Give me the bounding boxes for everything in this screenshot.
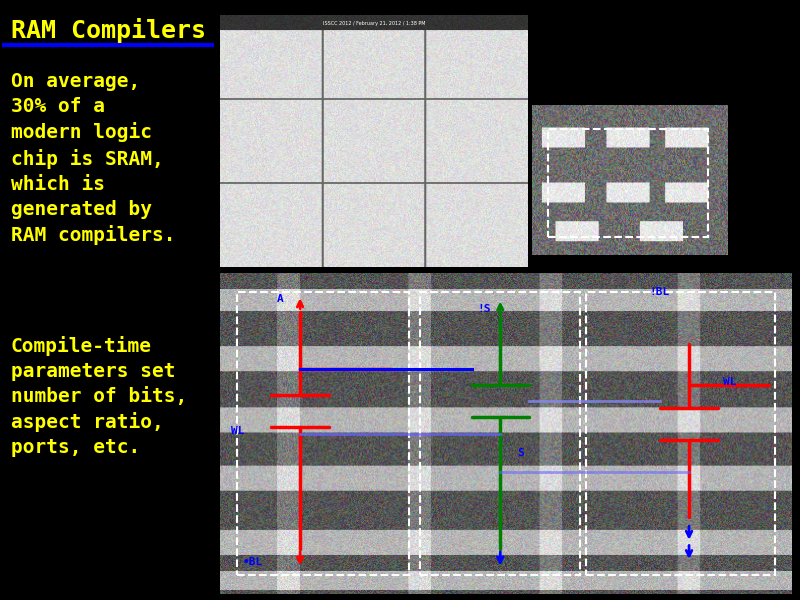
Bar — [420, 292, 580, 575]
Text: A: A — [278, 294, 284, 304]
Bar — [237, 292, 409, 575]
Text: WL: WL — [723, 377, 737, 388]
Text: ISSCC 2012 / February 21, 2012 / 1:38 PM: ISSCC 2012 / February 21, 2012 / 1:38 PM — [322, 22, 426, 26]
Text: HDC: HDC — [749, 161, 776, 171]
Text: !S: !S — [478, 304, 491, 314]
Bar — [548, 129, 709, 237]
Text: •BL: •BL — [243, 557, 263, 567]
Text: On average,
30% of a
modern logic
chip is SRAM,
which is
generated by
RAM compil: On average, 30% of a modern logic chip i… — [11, 72, 175, 245]
Text: 0.092 μm²: 0.092 μm² — [741, 193, 784, 202]
Text: RAM Compilers: RAM Compilers — [11, 18, 206, 43]
Bar — [586, 292, 775, 575]
Text: !BL: !BL — [649, 287, 670, 298]
Text: S: S — [518, 448, 524, 458]
Text: WL: WL — [231, 425, 245, 436]
Text: Compile-time
parameters set
number of bits,
aspect ratio,
ports, etc.: Compile-time parameters set number of bi… — [11, 336, 187, 457]
